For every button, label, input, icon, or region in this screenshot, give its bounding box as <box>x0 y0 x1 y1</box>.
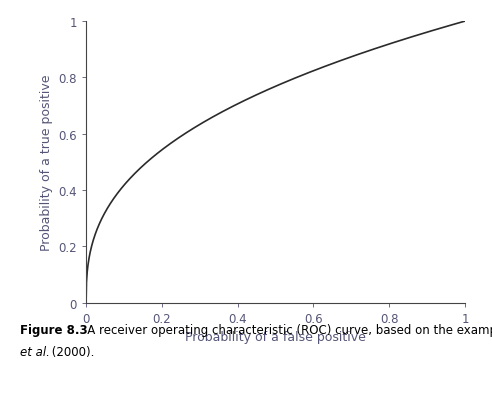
Y-axis label: Probability of a true positive: Probability of a true positive <box>40 74 53 251</box>
X-axis label: Probability of a false positive: Probability of a false positive <box>185 330 366 343</box>
Text: A receiver operating characteristic (ROC) curve, based on the example in Swets: A receiver operating characteristic (ROC… <box>76 323 492 336</box>
Text: et al.: et al. <box>20 345 50 358</box>
Text: (2000).: (2000). <box>48 345 94 358</box>
Text: Figure 8.3: Figure 8.3 <box>20 323 87 336</box>
